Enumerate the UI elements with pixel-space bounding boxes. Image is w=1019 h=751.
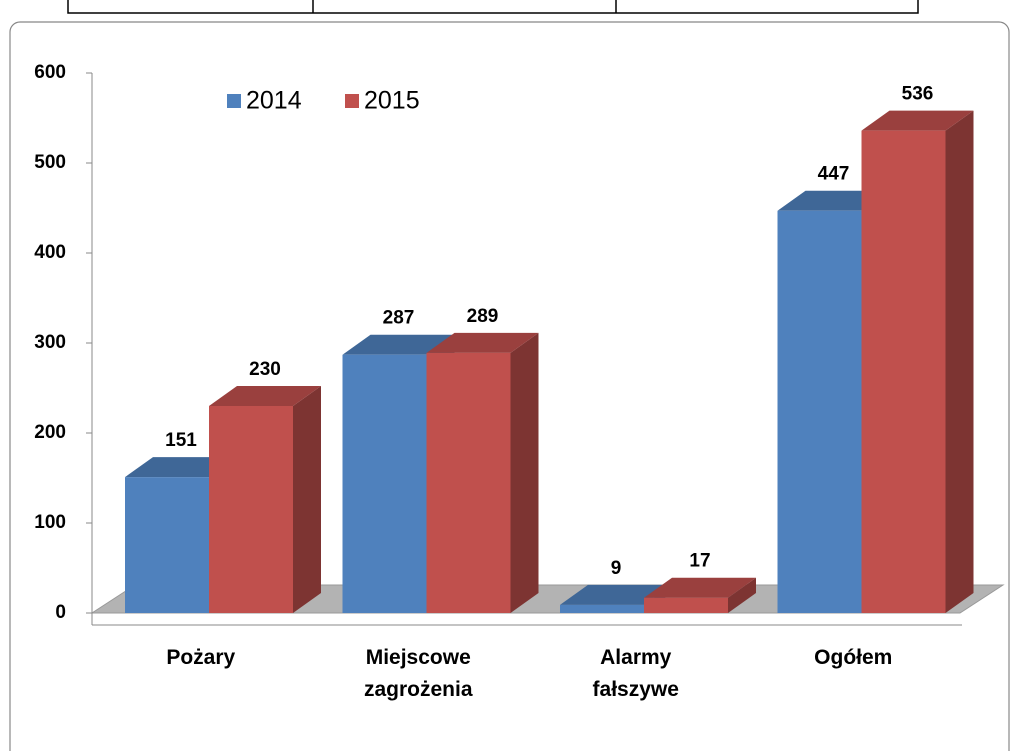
legend-label: 2015 xyxy=(364,87,420,115)
bar-front xyxy=(861,130,946,613)
y-tick-label: 300 xyxy=(34,332,66,353)
bar-front xyxy=(209,406,293,613)
bar-front xyxy=(125,477,209,613)
bar-side xyxy=(510,332,539,613)
bar xyxy=(426,332,539,613)
y-tick-label: 500 xyxy=(34,152,66,173)
bar xyxy=(644,577,756,613)
value-label: 536 xyxy=(902,84,934,105)
table-fragment xyxy=(67,0,919,14)
y-tick-label: 400 xyxy=(34,242,66,263)
legend-swatch xyxy=(345,94,359,108)
bar-top xyxy=(342,334,455,355)
bar-front xyxy=(777,210,862,613)
bar-side xyxy=(293,386,321,613)
x-tick-label: Miejscowe zagrożenia xyxy=(363,646,473,701)
bar-front xyxy=(426,352,511,613)
chart-frame xyxy=(9,21,1010,751)
bar-top xyxy=(861,110,974,131)
bar xyxy=(861,110,974,613)
value-label: 17 xyxy=(689,551,710,572)
bar-top xyxy=(644,577,756,598)
y-tick-label: 200 xyxy=(34,422,66,443)
x-tick-label: Pożary xyxy=(166,646,236,669)
legend-swatch xyxy=(227,94,241,108)
y-tick-label: 600 xyxy=(34,62,66,83)
value-label: 289 xyxy=(467,306,499,327)
y-tick-label: 0 xyxy=(55,602,66,623)
bar-front xyxy=(342,354,427,613)
bar-front xyxy=(560,604,644,613)
value-label: 287 xyxy=(383,308,415,329)
value-label: 230 xyxy=(249,359,281,380)
bar-side xyxy=(728,577,756,613)
y-tick-label: 100 xyxy=(34,512,66,533)
bar-side xyxy=(945,110,974,613)
bar-top xyxy=(426,332,539,353)
legend-label: 2014 xyxy=(246,87,302,115)
value-label: 9 xyxy=(611,558,622,579)
bar xyxy=(209,386,321,613)
bar-top xyxy=(209,386,321,406)
x-tick-label: Alarmy fałszywe xyxy=(592,646,679,701)
x-tick-label: Ogółem xyxy=(814,646,893,669)
value-label: 151 xyxy=(165,430,197,451)
bar-front xyxy=(644,597,728,613)
value-label: 447 xyxy=(818,164,850,185)
